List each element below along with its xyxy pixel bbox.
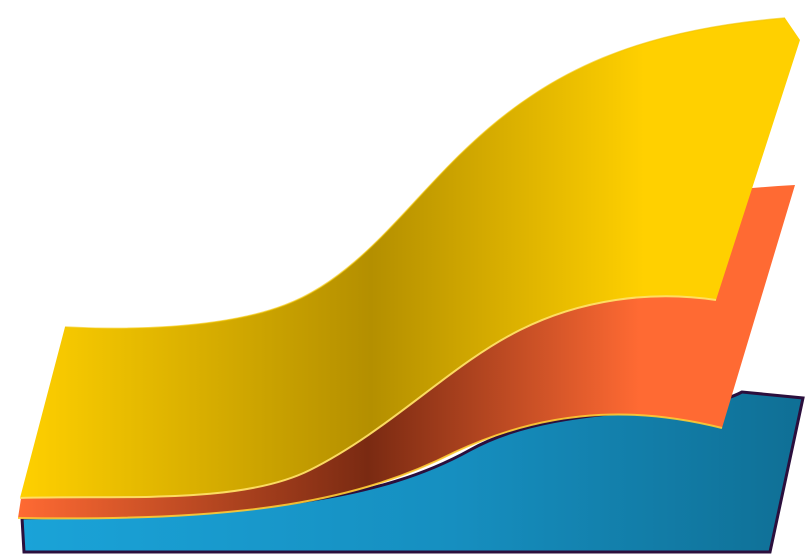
orange-layer-highlight-edge <box>17 413 723 520</box>
yellow-layer-top-edge <box>64 17 786 330</box>
yellow-layer-shape <box>20 18 800 498</box>
yellow-layer-highlight-edge <box>19 295 717 499</box>
yellow-layer <box>19 17 800 499</box>
